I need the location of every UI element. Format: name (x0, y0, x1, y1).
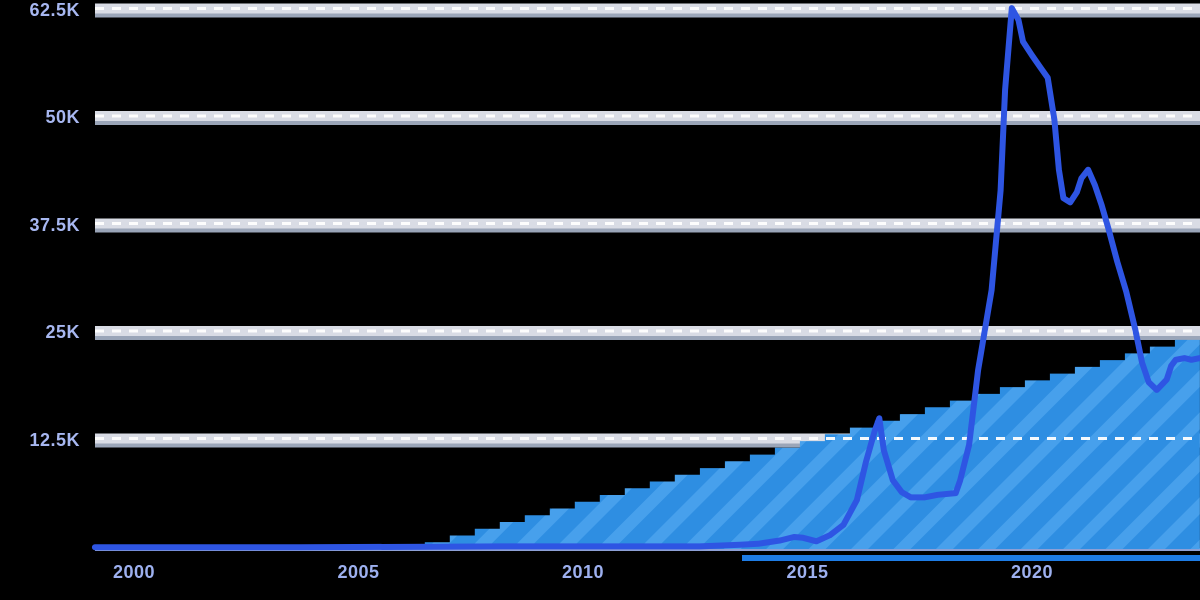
x-axis-label: 2015 (786, 562, 829, 582)
x-axis-line (95, 548, 1200, 551)
x-axis-label: 2020 (1010, 562, 1054, 582)
area-underline (742, 555, 1200, 561)
gridline (95, 336, 1200, 340)
x-axis-label: 2010 (561, 562, 605, 582)
y-axis-label: 62.5K (29, 0, 80, 20)
y-axis-label: 50K (45, 107, 80, 127)
gridline (95, 121, 1200, 125)
x-axis-label: 2000 (112, 562, 156, 582)
y-axis-label: 37.5K (29, 214, 80, 235)
area-series (399, 333, 1200, 549)
gridline (95, 13, 1200, 18)
y-axis-label: 12.5K (29, 429, 80, 450)
gridline (95, 228, 1200, 233)
line-series (91, 5, 1200, 551)
y-axis-label: 25K (45, 322, 80, 342)
gridline (95, 443, 1200, 448)
x-axis-label: 2005 (337, 562, 380, 582)
